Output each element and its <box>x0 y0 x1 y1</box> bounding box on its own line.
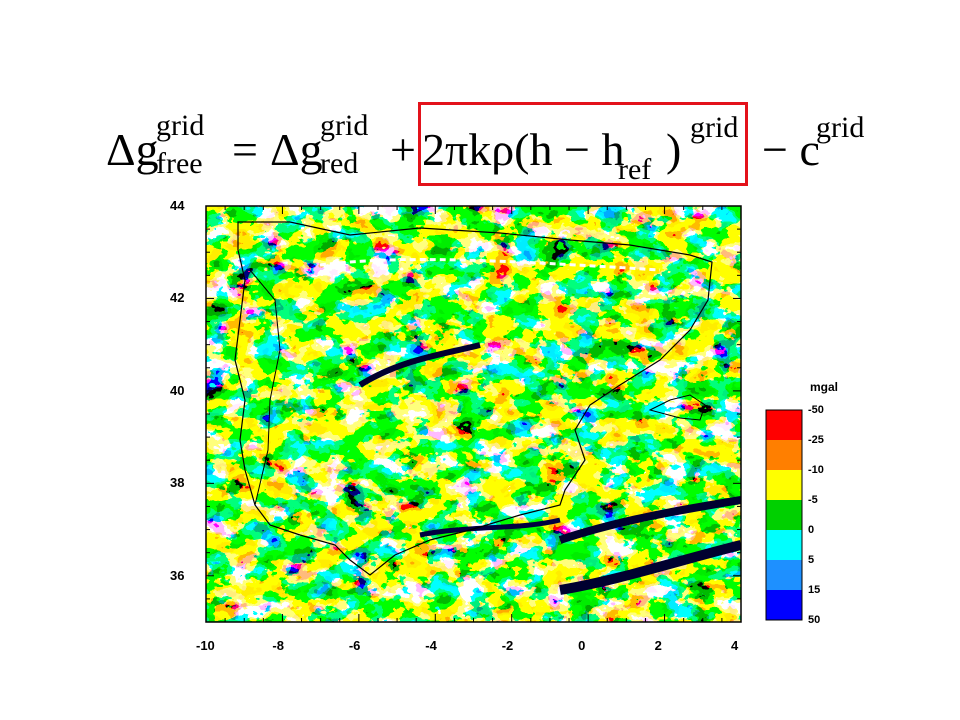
border-line <box>249 269 281 506</box>
formula-c-sup: grid <box>816 111 865 144</box>
legend-title: mgal <box>810 380 839 394</box>
legend-label: -50 <box>808 404 824 416</box>
formula-lhs-sup: grid <box>156 109 205 142</box>
colorbar-swatch <box>766 470 802 500</box>
legend-label: 15 <box>808 584 821 596</box>
formula-equals: = <box>232 124 258 175</box>
colorbar-swatch <box>766 530 802 560</box>
legend-label: 5 <box>808 554 815 566</box>
x-tick-label: -4 <box>425 638 437 653</box>
x-tick-label: -2 <box>501 638 514 653</box>
formula-term-sub: ref <box>618 153 652 186</box>
axis-ticks <box>205 205 742 623</box>
island-line <box>648 394 706 421</box>
formula-lhs-sub: free <box>156 147 203 180</box>
colorbar-swatch <box>766 560 802 590</box>
formula-term-sup: grid <box>690 111 739 144</box>
formula-minus-c: − c <box>762 124 820 175</box>
colorbar-swatch <box>766 440 802 470</box>
legend-label: 50 <box>808 614 821 626</box>
formula-rhs1-main: Δg <box>270 124 323 175</box>
formula-lhs-main: Δg <box>106 124 159 175</box>
x-tick-label: -10 <box>196 638 215 653</box>
anomaly-raster <box>206 206 741 622</box>
y-tick-label: 42 <box>170 290 185 306</box>
formula-term-close: ) <box>666 124 682 175</box>
x-tick-label: 4 <box>731 638 739 653</box>
formula-rhs1-sub: red <box>320 147 359 180</box>
x-tick-label: 0 <box>578 638 586 653</box>
colorbar-swatch <box>766 590 802 620</box>
formula-rhs1-sup: grid <box>320 109 369 142</box>
colorbar-frame <box>765 409 803 621</box>
colorbar <box>765 409 803 621</box>
x-tick-label: 2 <box>654 638 662 653</box>
x-tick-label: -8 <box>272 638 284 653</box>
colorbar-swatch <box>766 500 802 530</box>
y-tick-label: 38 <box>170 475 185 491</box>
formula-term-main: 2πkρ(h − h <box>422 124 625 175</box>
legend-label: -5 <box>808 494 818 506</box>
y-tick-label: 40 <box>170 382 185 398</box>
formula: Δg grid free = Δg grid red + 2πkρ(h − h … <box>100 105 880 195</box>
legend-label: -10 <box>808 464 824 476</box>
y-tick-label: 44 <box>170 198 185 213</box>
x-tick-label: -6 <box>348 638 361 653</box>
formula-plus: + <box>390 124 416 175</box>
legend-label: -25 <box>808 434 824 446</box>
highlight-box <box>418 102 748 186</box>
coastline <box>234 221 713 576</box>
y-tick-label: 36 <box>170 567 185 583</box>
legend-label: 0 <box>808 524 815 536</box>
colorbar-swatch <box>766 410 802 440</box>
